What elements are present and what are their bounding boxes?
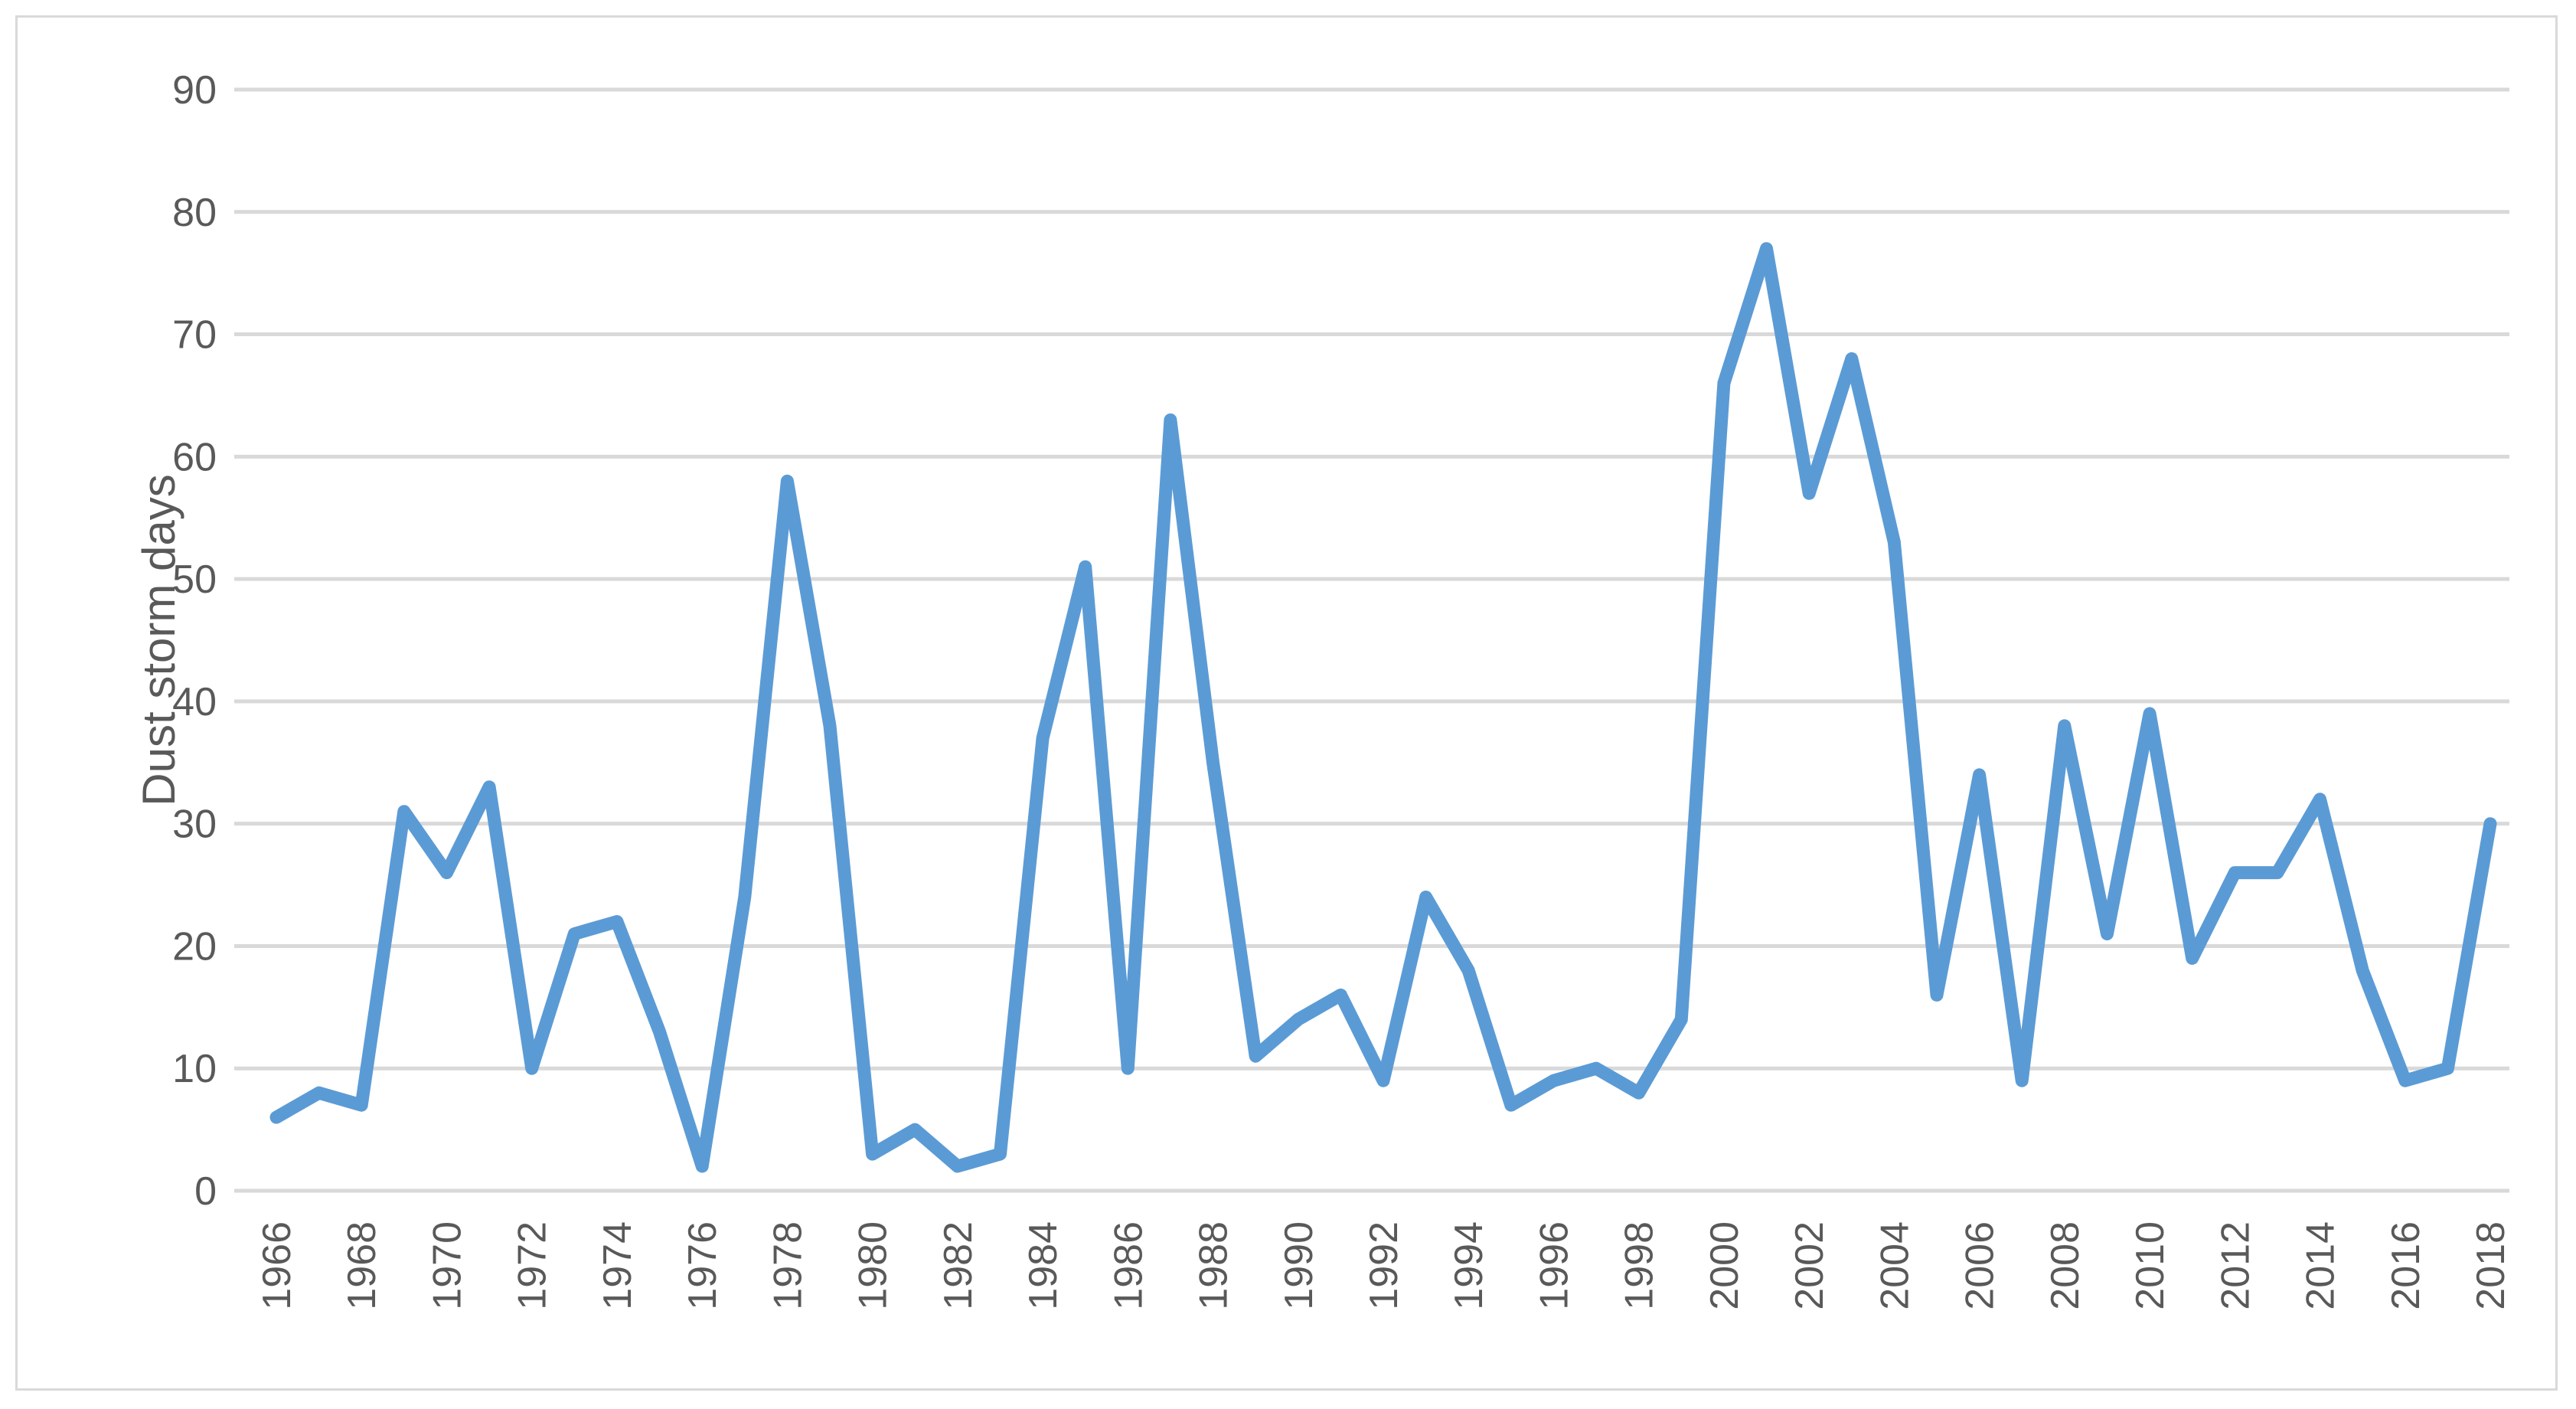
x-tick-label: 2018 [2469, 1221, 2513, 1310]
x-tick-label: 2008 [2043, 1221, 2088, 1310]
series-layer [269, 242, 2497, 1173]
x-tick-label: 1996 [1532, 1221, 1576, 1310]
x-tick-label: 1990 [1277, 1221, 1321, 1310]
line-chart: 0 10 20 30 40 50 60 70 80 90 1966 1968 1970 1972 1974… [133, 68, 2513, 1310]
x-tick-label: 1998 [1618, 1221, 1662, 1310]
x-tick-label: 1976 [681, 1221, 725, 1310]
y-tick-label: 30 [172, 803, 217, 847]
y-tick-label: 60 [172, 435, 217, 479]
x-tick-label: 2006 [1958, 1221, 2003, 1310]
x-tick-label: 2012 [2213, 1221, 2258, 1310]
x-tick-label: 1982 [936, 1221, 981, 1310]
series-line-0 [269, 242, 2497, 1173]
x-tick-label: 1994 [1447, 1221, 1491, 1310]
x-tick-label: 2014 [2299, 1221, 2343, 1310]
x-tick-label: 1992 [1362, 1221, 1406, 1310]
x-tick-label: 2010 [2128, 1221, 2173, 1310]
y-tick-label: 90 [172, 68, 217, 113]
gridlines [234, 87, 2509, 1193]
x-tick-label: 1966 [255, 1221, 299, 1310]
x-tick-label: 1974 [596, 1221, 640, 1310]
x-tick-label: 1978 [766, 1221, 810, 1310]
x-tick-label: 2004 [1872, 1221, 1917, 1310]
x-tick-label: 1984 [1021, 1221, 1066, 1310]
x-tick-label: 1970 [425, 1221, 469, 1310]
y-tick-label: 0 [194, 1169, 217, 1214]
y-tick-label: 50 [172, 557, 217, 602]
y-axis-title: Dust storm days [133, 474, 184, 806]
y-tick-label: 20 [172, 924, 217, 969]
x-tick-label: 1968 [340, 1221, 384, 1310]
chart-frame: 0 10 20 30 40 50 60 70 80 90 1966 1968 1970 1972 1974… [15, 15, 2558, 1391]
y-tick-label: 10 [172, 1047, 217, 1091]
y-tick-label: 80 [172, 191, 217, 235]
x-tick-label: 1980 [851, 1221, 896, 1310]
y-tick-label: 70 [172, 313, 217, 358]
x-tick-label: 1988 [1192, 1221, 1236, 1310]
x-tick-label: 1986 [1106, 1221, 1151, 1310]
x-tick-label: 2002 [1788, 1221, 1832, 1310]
x-tick-label: 2016 [2384, 1221, 2428, 1310]
x-axis-ticks: 1966 1968 1970 1972 1974 1976 1978 1980 1982 1984… [255, 1221, 2513, 1310]
y-tick-label: 40 [172, 680, 217, 724]
x-tick-label: 1972 [511, 1221, 555, 1310]
x-tick-label: 2000 [1703, 1221, 1747, 1310]
y-axis-ticks: 0 10 20 30 40 50 60 70 80 90 [172, 68, 217, 1214]
